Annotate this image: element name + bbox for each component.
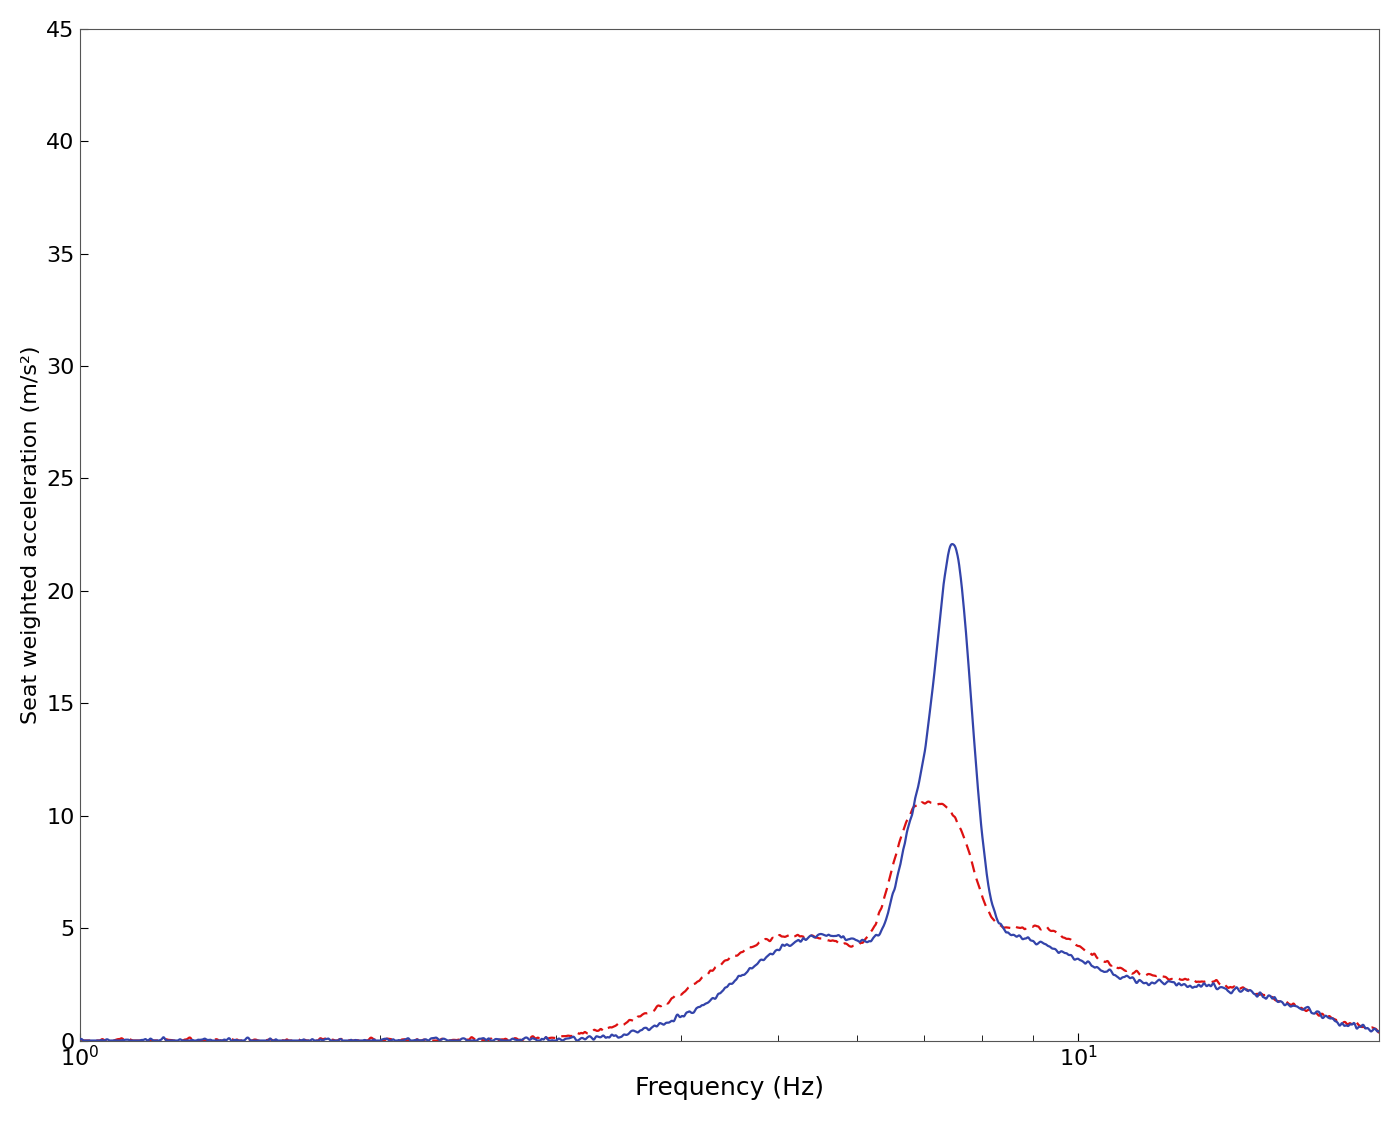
- Y-axis label: Seat weighted acceleration (m/s²): Seat weighted acceleration (m/s²): [21, 345, 41, 724]
- X-axis label: Frequency (Hz): Frequency (Hz): [634, 1076, 823, 1100]
